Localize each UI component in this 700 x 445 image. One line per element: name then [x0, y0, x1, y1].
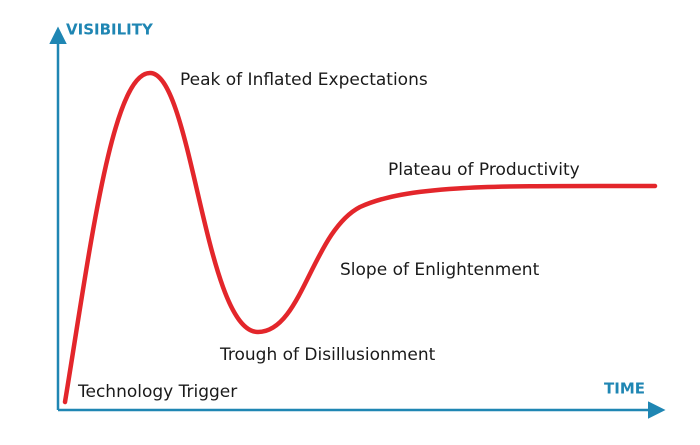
- x-axis-label: TIME: [604, 380, 645, 398]
- phase-label: Technology Trigger: [77, 382, 237, 402]
- phase-label: Trough of Disillusionment: [219, 345, 436, 365]
- phase-label: Plateau of Productivity: [388, 160, 580, 180]
- phase-label: Peak of Inflated Expectations: [180, 70, 428, 90]
- hype-curve: [62, 70, 658, 405]
- y-axis-label: VISIBILITY: [66, 21, 154, 39]
- phase-label: Slope of Enlightenment: [340, 260, 540, 280]
